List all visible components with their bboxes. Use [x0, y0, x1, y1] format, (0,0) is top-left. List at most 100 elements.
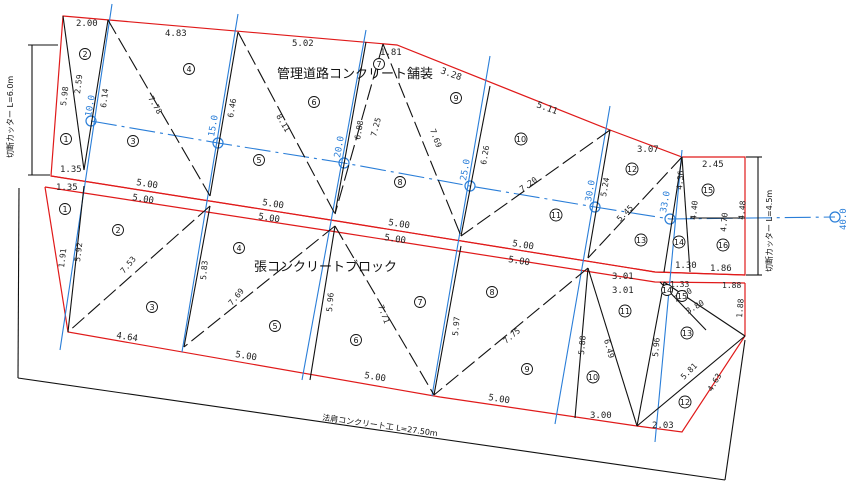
dim-label: 7.69	[227, 287, 246, 308]
dim-label: 1.35	[56, 183, 78, 193]
station-label: 20.0	[333, 135, 347, 158]
dim-label: 5.02	[292, 39, 314, 49]
dim-label: 5.00	[258, 212, 281, 225]
dim-label: 1.86	[710, 264, 732, 274]
panel-number: 3	[149, 303, 154, 312]
panel-number: 11	[620, 307, 630, 316]
panel-number: 13	[682, 329, 692, 338]
dim-label: 7.75	[502, 326, 523, 345]
dim-label: 5.83	[199, 260, 210, 280]
dim-label: 5.81	[679, 361, 699, 381]
panel-number: 2	[115, 226, 120, 235]
dim-label: 7.71	[376, 304, 391, 325]
dim-label: 5.00	[508, 255, 531, 268]
dim-label: 1.30	[675, 261, 697, 271]
station-label: 15.0	[207, 114, 221, 137]
dim-label: 5.24	[599, 177, 611, 198]
left-cutter-label: 切断カッター L=6.0m	[5, 76, 15, 158]
dim-label: 7.78	[146, 95, 164, 116]
panel-number: 12	[627, 165, 637, 174]
panel-number: 14	[662, 286, 672, 295]
dim-label: 1.88	[722, 281, 741, 290]
upper-dim-labels: 2.00 4.83 5.02 1.81 3.28 5.11 3.07 2.45 …	[59, 19, 748, 274]
panel-number: 4	[186, 65, 191, 74]
dim-label: 8.11	[274, 113, 292, 134]
right-cutter-label: 切断カッター L=4.5m	[764, 190, 774, 272]
dim-label: 6.49	[602, 338, 616, 359]
dim-label: 2.03	[652, 421, 674, 431]
dim-label: 4.40	[689, 200, 700, 220]
dim-label: 6.14	[99, 88, 110, 108]
dim-label: 1.35	[60, 165, 82, 175]
dim-label: 4.36	[675, 170, 686, 190]
dim-label: 3.07	[637, 145, 659, 155]
panel-number: 10	[516, 135, 526, 144]
dim-label: 4.70	[719, 212, 730, 232]
dim-label: 6.88	[353, 120, 365, 141]
panel-number: 6	[311, 98, 316, 107]
dim-label: 1.33	[670, 280, 689, 289]
dim-label: 3.80	[685, 298, 706, 316]
bottom-total-label: 法肩コンクリート工 L=27.50m	[322, 412, 439, 438]
dim-label: 5.00	[388, 218, 411, 231]
dim-label: 1.91	[57, 248, 68, 268]
dim-label: 4.83	[165, 29, 187, 39]
dim-label: 7.20	[518, 175, 539, 194]
dim-label: 2.45	[702, 160, 724, 170]
panel-number: 7	[376, 60, 381, 69]
dim-label: 3.01	[612, 272, 634, 282]
dim-label: 5.98	[59, 86, 70, 106]
dim-label: 4.64	[116, 331, 139, 344]
panel-number: 6	[353, 336, 358, 345]
dim-label: 7.69	[428, 128, 443, 149]
dim-label: 5.92	[73, 242, 84, 262]
panel-number: 11	[551, 211, 561, 220]
station-labels: 10.0 15.0 20.0 25.0 30.0 33.0 40.0	[84, 94, 849, 230]
panel-number: 16	[718, 241, 728, 250]
dim-label: 6.46	[226, 98, 238, 119]
panel-number: 4	[236, 244, 241, 253]
upper-panel-numbers: 1 2 3 4 5 6 7 8 9 10 11 12 13 14 15 16	[60, 48, 730, 252]
dim-label: 5.11	[535, 100, 559, 117]
dim-label: 5.96	[651, 337, 662, 357]
dim-label: 5.88	[577, 335, 588, 355]
panel-number: 12	[680, 398, 690, 407]
station-label: 33.0	[659, 190, 673, 213]
panel-number: 10	[588, 373, 598, 382]
dim-label: 5.00	[364, 371, 387, 384]
station-label: 10.0	[84, 94, 98, 117]
dim-label: 1.88	[735, 298, 746, 318]
panel-number: 2	[82, 50, 87, 59]
panel-number: 15	[703, 186, 713, 195]
dim-label: 5.00	[262, 198, 285, 211]
station-label: 30.0	[584, 179, 598, 202]
dim-label: 6.26	[479, 145, 491, 166]
dim-label: 5.00	[136, 178, 159, 191]
dim-label: 5.97	[451, 316, 462, 336]
dim-label: 3.28	[439, 66, 463, 83]
panel-number: 8	[397, 178, 402, 187]
dim-label: 3.01	[612, 286, 634, 296]
panel-number: 9	[524, 365, 529, 374]
panel-number: 1	[62, 205, 67, 214]
panel-number: 3	[130, 137, 135, 146]
panel-number: 14	[674, 238, 684, 247]
panel-number: 5	[272, 322, 277, 331]
dim-label: 1.81	[380, 48, 402, 58]
station-label: 25.0	[459, 158, 473, 181]
dim-label: 5.00	[235, 350, 258, 363]
dim-label: 2.59	[73, 74, 84, 94]
dim-label: 5.96	[325, 292, 336, 312]
panel-number: 5	[256, 156, 261, 165]
dim-label: 5.00	[488, 393, 511, 406]
dim-label: 2.00	[76, 19, 98, 29]
panel-number: 13	[636, 236, 646, 245]
station-lines	[59, 3, 841, 443]
lower-panel-numbers: 1 2 3 4 5 6 7 8 9 10 11 12 13 14 15	[59, 203, 694, 409]
dim-label: 5.00	[132, 193, 155, 206]
upper-panel-lines	[62, 15, 745, 273]
panel-number: 1	[63, 135, 68, 144]
dim-label: 3.00	[590, 411, 612, 421]
panel-number: 9	[453, 94, 458, 103]
